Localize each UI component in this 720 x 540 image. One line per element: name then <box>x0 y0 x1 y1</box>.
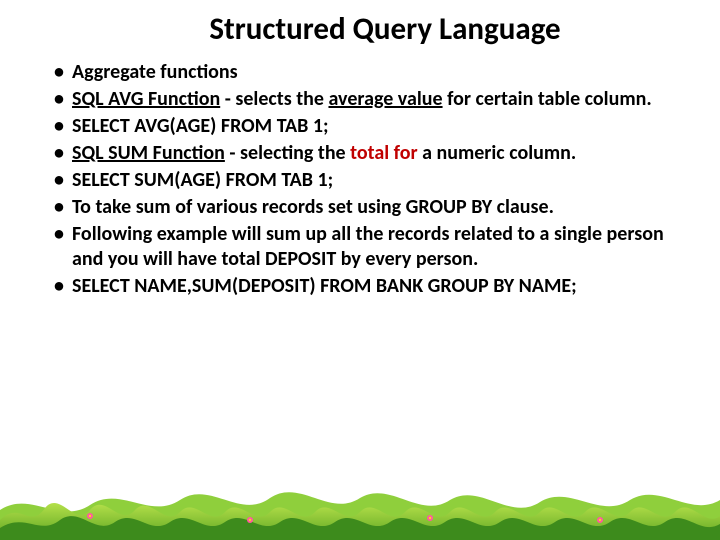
bullet-item: Following example will sum up all the re… <box>54 222 690 272</box>
bullet-item: Aggregate functions <box>54 60 690 85</box>
bullet-item: SQL AVG Function - selects the average v… <box>54 87 690 112</box>
bullet-item: To take sum of various records set using… <box>54 195 690 220</box>
bullet-item: SQL SUM Function - selecting the total f… <box>54 141 690 166</box>
grass-footer-decoration <box>0 470 720 540</box>
bullet-item: SELECT AVG(AGE) FROM TAB 1; <box>54 114 690 139</box>
bullet-list: Aggregate functionsSQL AVG Function - se… <box>30 60 690 299</box>
bullet-item: SELECT NAME,SUM(DEPOSIT) FROM BANK GROUP… <box>54 274 690 299</box>
bullet-item: SELECT SUM(AGE) FROM TAB 1; <box>54 168 690 193</box>
slide-title: Structured Query Language <box>80 10 690 48</box>
